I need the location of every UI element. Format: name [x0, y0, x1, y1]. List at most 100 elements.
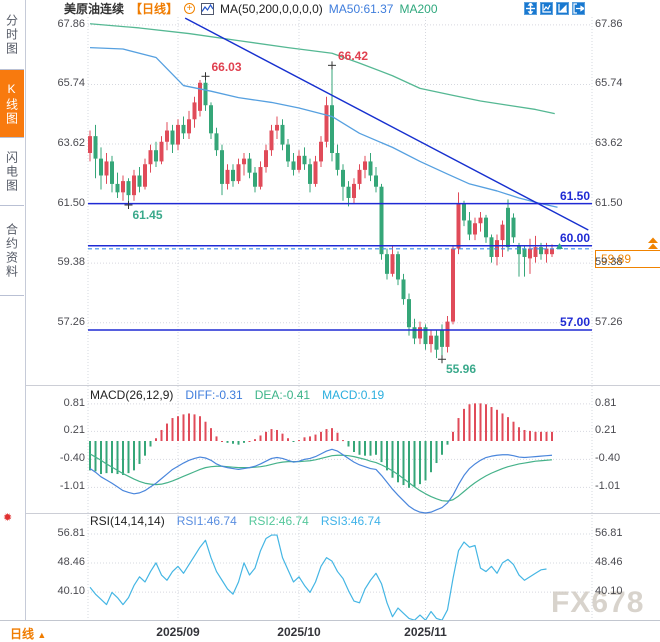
macd-histogram-bar	[353, 441, 355, 453]
price-annotation: 66.42	[338, 49, 369, 64]
candle-body	[242, 158, 246, 165]
macd-histogram-bar	[127, 441, 130, 474]
macd-histogram-bar	[413, 441, 416, 487]
candle-body	[467, 220, 472, 235]
y-axis-label: 61.50	[57, 196, 85, 209]
macd-histogram-bar	[221, 441, 223, 442]
candle-body	[484, 217, 488, 238]
sidebar-tab-lightning-chart[interactable]: 闪电图	[0, 138, 24, 206]
price-annotation: 55.96	[446, 362, 477, 377]
candle-body	[440, 330, 444, 347]
macd-histogram-bar	[210, 428, 212, 441]
y-axis-label: 67.86	[57, 17, 85, 30]
sidebar-tab-time-chart[interactable]: 分时图	[0, 0, 24, 70]
candle-body	[374, 175, 378, 187]
macd-histogram-bar	[314, 434, 317, 441]
candle-body	[302, 155, 307, 165]
macd-histogram-bar	[545, 431, 548, 441]
macd-histogram-bar	[265, 431, 267, 441]
macd-histogram-bar	[364, 441, 366, 456]
macd-histogram-bar	[402, 441, 405, 486]
period-selector[interactable]: 日线 ▲	[10, 625, 46, 642]
axis-zoom-icon[interactable]	[540, 2, 553, 15]
y-axis-label: 48.46	[57, 556, 85, 569]
macd-histogram-bar	[89, 441, 91, 471]
macd-histogram-bar	[287, 438, 289, 441]
candle-body	[115, 183, 120, 193]
pan-right-icon[interactable]	[572, 2, 585, 15]
candle-body	[506, 207, 510, 248]
kline-style-icon[interactable]	[201, 2, 215, 15]
macd-dea-line	[89, 453, 553, 502]
macd-histogram-bar	[501, 413, 504, 441]
macd-histogram-bar	[270, 429, 273, 441]
x-axis-date-label: 2025/09	[156, 625, 200, 639]
candle-body	[379, 186, 384, 255]
macd-histogram-bar	[309, 436, 311, 441]
sidebar-tab-kline-chart[interactable]: K线图	[0, 70, 24, 138]
macd-histogram-bar	[496, 409, 498, 441]
macd-label-row: MACD(26,12,9) DIFF:-0.31 DEA:-0.41 MACD:…	[90, 388, 384, 402]
macd-histogram-bar	[138, 441, 141, 464]
macd-histogram-bar	[160, 429, 163, 441]
candle-body	[423, 327, 428, 345]
macd-histogram-bar	[193, 414, 196, 441]
trendline	[184, 17, 589, 231]
y-axis-label: 57.26	[595, 315, 623, 328]
sidebar-tab-contract-info[interactable]: 合约资料	[0, 206, 24, 296]
y-axis-label: 65.74	[57, 77, 85, 90]
candle-body	[214, 133, 219, 151]
price-annotation: 66.03	[211, 60, 242, 75]
macd-histogram-bar	[336, 432, 339, 441]
macd-histogram-bar	[298, 440, 300, 442]
macd-histogram-bar	[292, 441, 295, 442]
indicator-marker-icon[interactable]: ✹	[3, 512, 13, 524]
macd-histogram-bar	[144, 441, 146, 456]
macd-histogram-bar	[259, 435, 262, 441]
period-selector-label: 日线	[10, 627, 35, 641]
macd-histogram-bar	[116, 441, 119, 475]
candle-body	[137, 175, 142, 187]
add-indicator-icon[interactable]: +	[184, 3, 196, 14]
macd-params-label: MACD(26,12,9)	[90, 388, 174, 402]
rsi1-value-label: RSI1:46.74	[176, 514, 237, 528]
ma50-line	[89, 46, 558, 208]
macd-histogram-bar	[435, 441, 438, 464]
macd-histogram-bar	[254, 439, 256, 441]
candle-body	[390, 254, 395, 274]
ma200-value-label: MA200	[399, 1, 438, 16]
macd-histogram-bar	[457, 418, 460, 441]
macd-value-label: MACD:0.19	[322, 388, 385, 402]
macd-histogram-bar	[518, 427, 520, 441]
macd-histogram-bar	[463, 408, 465, 441]
candle-body	[330, 105, 334, 154]
macd-histogram-bar	[133, 441, 135, 471]
candle-body	[352, 183, 356, 198]
macd-histogram-bar	[347, 441, 350, 447]
crosshair-move-icon[interactable]	[524, 2, 537, 15]
rsi-params-label: RSI(14,14,14)	[90, 514, 165, 528]
current-price-tag: 59.89	[595, 250, 660, 268]
macd-histogram-bar	[424, 441, 427, 481]
macd-histogram-bar	[375, 441, 377, 455]
axis-scale-icon[interactable]	[556, 2, 569, 15]
candle-body	[99, 158, 103, 176]
candle-body	[522, 248, 527, 257]
candle-body	[544, 248, 549, 255]
y-axis-label: 40.10	[595, 585, 623, 598]
macd-histogram-bar	[226, 441, 229, 443]
macd-histogram-bar	[232, 441, 234, 444]
candle-body	[165, 130, 169, 142]
candle-body	[192, 102, 197, 120]
candle-body	[335, 153, 340, 170]
candle-body	[313, 161, 318, 184]
price-alert-arrow-icon	[648, 237, 658, 243]
y-axis-label: 0.81	[595, 396, 617, 409]
candle-body	[489, 237, 494, 257]
macd-histogram-bar	[523, 429, 526, 441]
x-axis-date-label: 2025/10	[277, 625, 321, 639]
candle-body	[148, 150, 153, 165]
candle-body	[385, 254, 389, 274]
candle-body	[539, 247, 543, 255]
level-price-label: 60.00	[559, 230, 590, 245]
